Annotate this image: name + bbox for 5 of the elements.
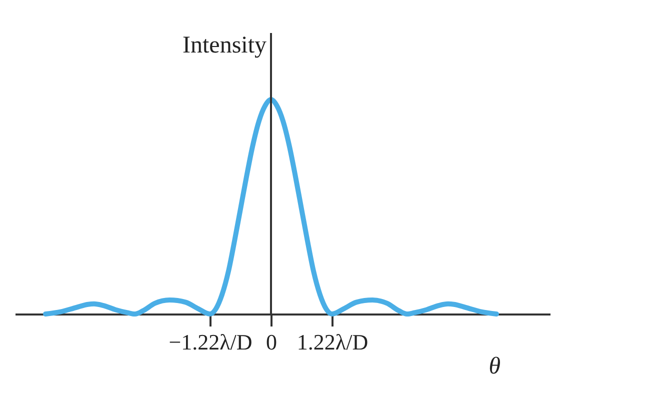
x-tick-label: −1.22λ/D [168, 330, 252, 354]
x-axis-title: θ [488, 354, 501, 380]
y-axis-title: Intensity [182, 32, 266, 58]
x-tick-label: 1.22λ/D [296, 330, 368, 354]
x-tick-label: 0 [266, 330, 277, 354]
